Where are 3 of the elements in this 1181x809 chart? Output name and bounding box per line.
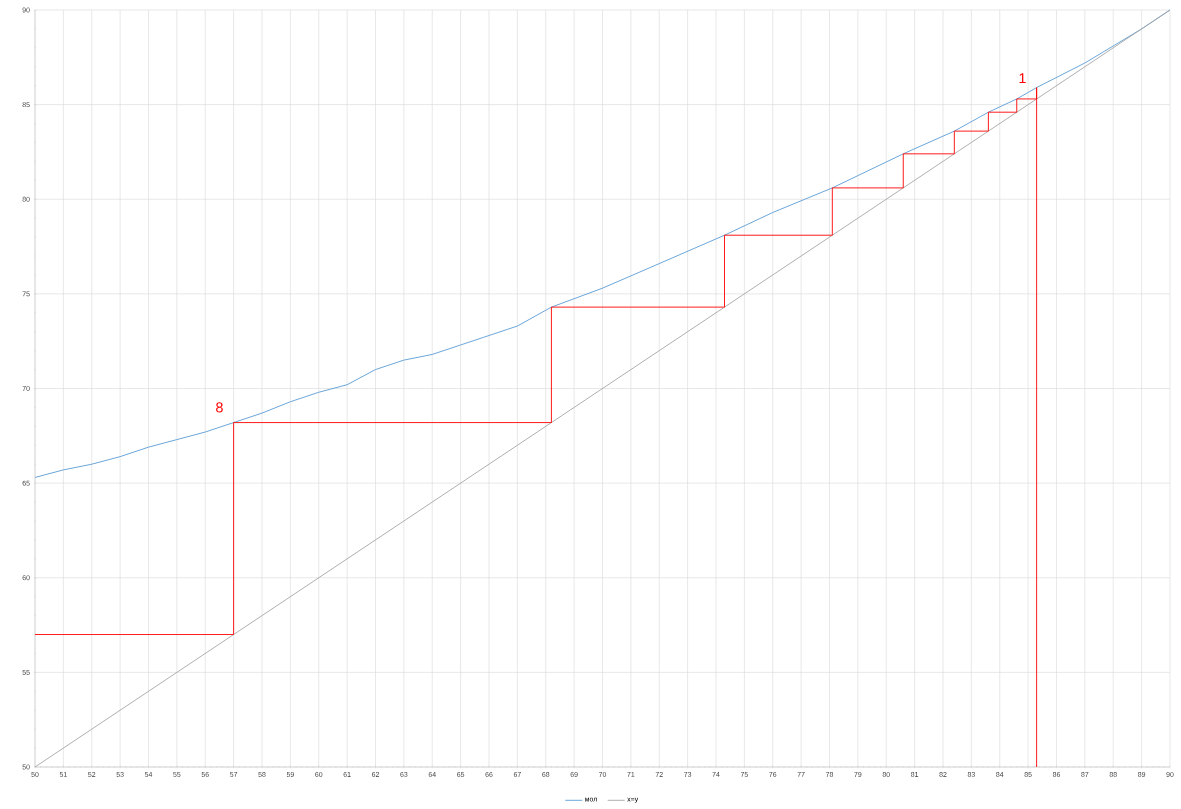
line-series (34, 87, 1038, 768)
annotation: 1 (1019, 73, 1026, 84)
annotation: 8 (216, 402, 223, 413)
